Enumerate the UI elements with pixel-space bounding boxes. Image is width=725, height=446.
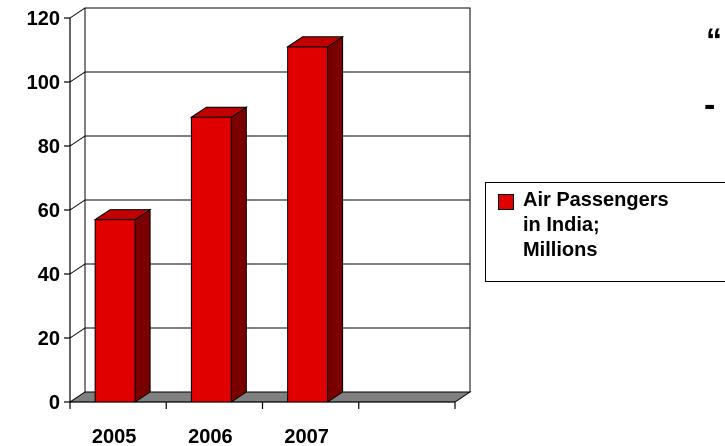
x-tick-label: 2006 [188,426,233,446]
y-tick-label: 0 [49,392,60,414]
legend-swatch [498,194,514,210]
bar-top [285,36,345,48]
bars-group [93,35,345,403]
x-tick-label: 2005 [92,426,137,446]
gridline-side [69,199,86,211]
bar [285,35,345,403]
y-tick-label: 20 [38,328,60,350]
bar-side [134,208,151,403]
legend-line-2: in India; [523,214,600,236]
legend-line-1: Air Passengers [523,189,669,211]
bar-front [190,116,232,403]
bar-front [287,46,329,403]
y-tick-label: 40 [38,264,60,286]
bar [189,106,249,403]
y-tick-label: 60 [38,200,60,222]
y-tick-label: 120 [27,8,60,30]
bar-side [327,35,344,403]
legend: Air Passengers in India; Millions [485,182,725,282]
bar-front [94,219,136,403]
bar-side [230,106,247,403]
gridline-side [69,71,86,83]
quote-mark-glyph: “ [706,22,722,58]
legend-label: Air Passengers in India; Millions [523,188,723,263]
dash-glyph: - [704,86,716,124]
bar-top [93,209,152,221]
y-tick-label: 100 [27,72,60,94]
gridline-side [69,327,86,339]
plot-top-edge [69,7,86,19]
y-axis-ticks: 0 20 40 60 80 100 120 [27,8,70,414]
y-tick-label: 80 [38,136,60,158]
bar [93,208,152,403]
x-tick-label: 2007 [284,426,329,446]
bar-top [189,106,249,118]
legend-line-3: Millions [523,239,598,261]
gridline-side [69,135,86,147]
x-axis-ticks: 2005 2006 2007 [69,402,456,446]
gridline-side [69,263,86,275]
